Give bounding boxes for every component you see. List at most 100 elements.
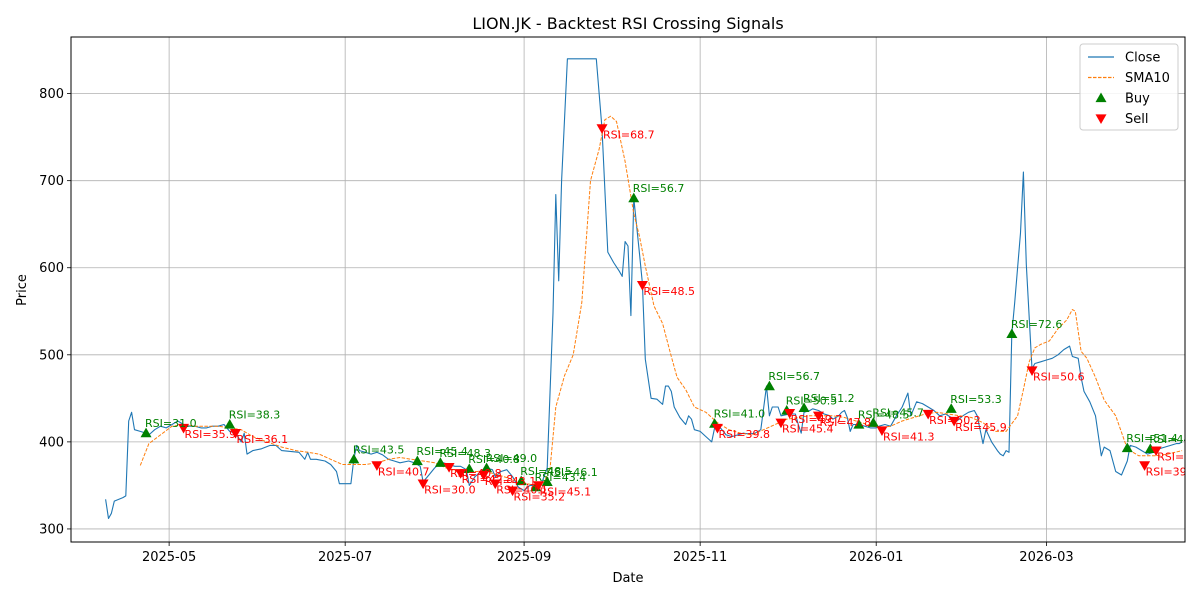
buy-rsi-label: RSI=53.3 [950,393,1002,406]
y-axis-label: Price [15,274,30,306]
buy-marker [853,418,865,429]
series-lines [105,58,1183,520]
sell-rsi-label: RSI=49.7 [791,413,843,426]
x-tick-label: 2026-03 [1019,550,1073,565]
buy-rsi-label: RSI=40.8 [468,453,520,466]
y-tick-label: 700 [39,174,64,189]
legend-sell-swatch [1095,114,1107,124]
x-tick-label: 2025-09 [497,550,551,565]
sell-marker [230,429,242,439]
chart-title: LION.JK - Backtest RSI Crossing Signals [472,14,783,33]
buy-marker [763,380,775,391]
sell-rsi-label: RSI=45.4 [782,423,834,436]
x-axis-ticks: 2025-05 2025-07 2025-09 2025-11 2026-01 2026-… [142,542,1074,565]
x-tick-label: 2025-05 [142,550,196,565]
sell-rsi-label: RSI=36.1 [237,433,289,446]
sma10-line [139,115,1183,486]
buy-marker [411,455,423,466]
sell-marker [636,281,648,291]
legend: Close SMA10 Buy Sell [1079,43,1179,131]
buy-rsi-label: RSI=46.1 [546,466,598,479]
legend-box [1079,43,1179,131]
buy-rsi-label: RSI=43.4 [535,471,587,484]
buy-rsi-label: RSI=31.0 [145,417,197,430]
sell-marker [922,409,934,420]
sell-rsi-label: RSI=35.9 [185,428,237,441]
buy-marker [628,192,640,203]
buy-marker [798,402,810,413]
sell-rsi-label: RSI=45.9 [955,421,1007,434]
sell-marker [775,418,787,429]
sell-rsi-label: RSI=44.0 [1157,451,1200,464]
buy-marker [945,403,957,413]
sell-marker [1150,446,1162,457]
x-tick-label: 2026-01 [849,550,903,565]
sell-rsi-label: RSI=43.1 [485,475,537,488]
legend-buy-label: Buy [1125,92,1150,107]
sell-rsi-label: RSI=40.7 [378,465,430,478]
sell-marker [596,124,608,134]
buy-rsi-label: RSI=72.6 [1011,318,1063,331]
sell-rsi-label: RSI=50.2 [929,414,981,427]
sell-rsi-label: RSI=50.6 [1033,370,1085,383]
sell-marker [533,481,545,491]
legend-buy-swatch [1095,92,1107,103]
y-tick-label: 400 [39,435,64,450]
sell-rsi-label: RSI=42.8 [462,473,514,486]
x-axis-label: Date [612,571,643,586]
buy-marker [140,427,152,438]
buy-rsi-label: RSI=48.5 [520,465,572,478]
sell-rsi-label: RSI=39.8 [718,428,770,441]
sell-rsi-label: RSI=39.0 [1146,465,1198,478]
buy-marker [867,417,879,427]
buy-marker [348,453,360,464]
y-tick-label: 800 [39,87,64,102]
buy-marker [515,475,527,486]
sell-marker [1139,461,1151,471]
plot-frame [70,36,1186,543]
sell-marker [478,470,490,481]
x-tick-label: 2025-11 [673,550,727,565]
sell-marker [784,409,796,419]
buy-marker [481,462,493,473]
y-tick-label: 600 [39,261,64,276]
sell-rsi-label: RSI=40.1 [496,484,548,497]
sell-rsi-label: RSI=68.7 [603,128,655,141]
sell-rsi-label: RSI=41.3 [883,431,935,444]
buy-marker [224,418,236,429]
signal-markers [140,124,1162,497]
buy-marker [463,463,475,473]
sell-marker [1026,366,1038,376]
buy-rsi-label: RSI=48.3 [439,447,491,460]
legend-sma10-label: SMA10 [1125,71,1170,86]
buy-marker [541,476,553,487]
buy-rsi-label: RSI=48.5 [858,408,910,421]
sell-rsi-label: RSI=35.2 [514,491,566,504]
grid-lines [71,37,1185,542]
sell-marker [489,479,501,490]
sell-rsi-label: RSI=45.1 [540,485,592,498]
buy-marker [434,457,446,467]
sell-rsi-label: RSI=48.5 [643,285,695,298]
sell-marker [948,416,960,427]
buy-rsi-label: RSI=50.5 [786,395,838,408]
buy-rsi-label: RSI=45.4 [416,445,468,458]
buy-rsi-label: RSI=56.7 [768,370,820,383]
y-tick-label: 500 [39,348,64,363]
buy-rsi-label: RSI=49.0 [486,452,538,465]
buy-rsi-label: RSI=51.4 [1126,432,1178,445]
sell-marker [812,411,824,422]
sell-marker [417,479,429,490]
sell-marker [178,423,190,434]
legend-close-label: Close [1125,51,1160,66]
x-tick-label: 2025-07 [318,550,372,565]
buy-rsi-label: RSI=45.7 [872,407,924,420]
sell-rsi-label: RSI=47.8 [819,416,871,429]
buy-rsi-label: RSI=41.0 [714,408,766,421]
legend-sell-label: Sell [1125,112,1148,127]
buy-rsi-label: RSI=51.2 [803,392,855,405]
sell-marker [443,462,455,473]
buy-rsi-label: RSI=38.3 [229,408,281,421]
